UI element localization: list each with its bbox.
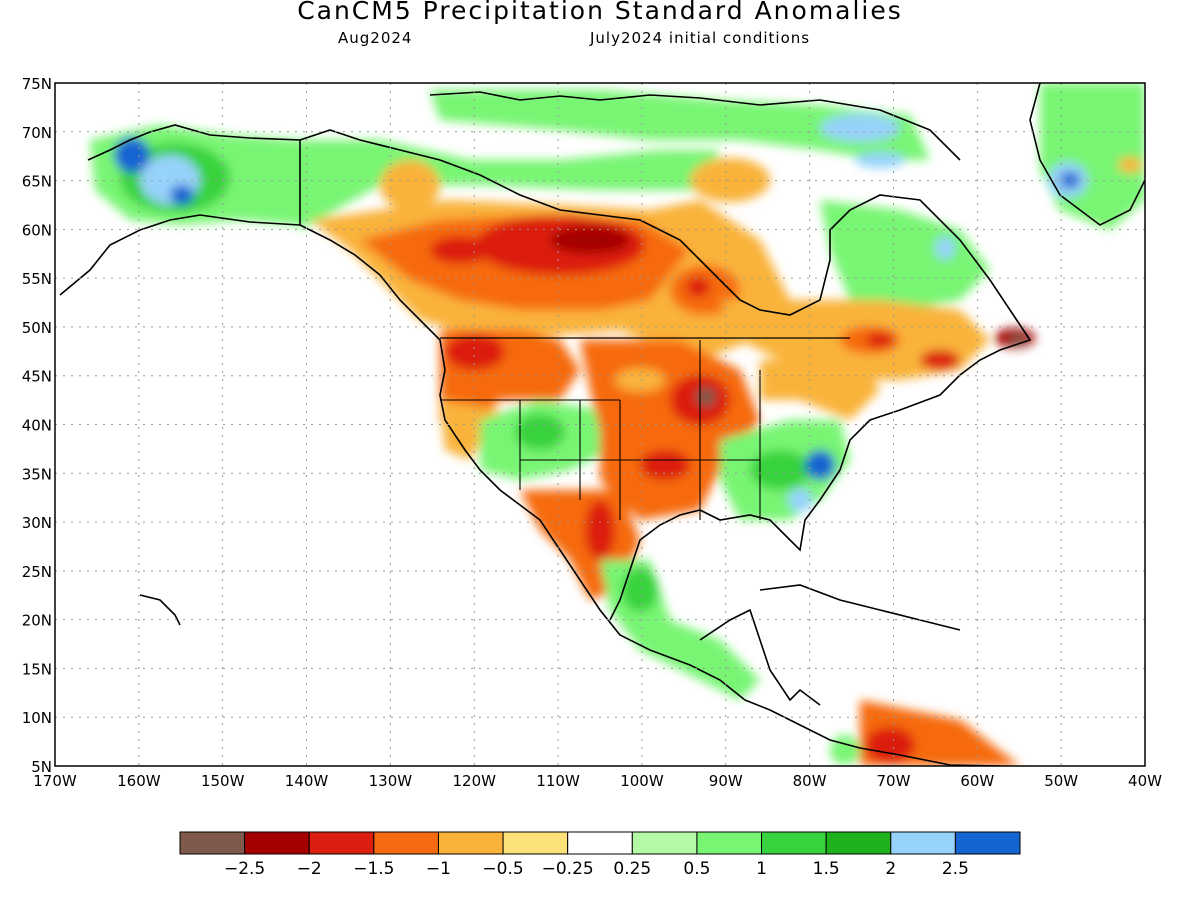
colorbar-swatch [179, 831, 246, 855]
y-tick-label: 20N [22, 612, 52, 630]
y-tick-label: 25N [22, 563, 52, 581]
page-title: CanCM5 Precipitation Standard Anomalies [297, 0, 903, 25]
colorbar-swatch [954, 831, 1021, 855]
y-axis-labels: 75N 70N 65N 60N 55N 50N 45N 40N 35N 30N 25N 20N 15N 1… [22, 75, 52, 776]
x-tick-label: 100W [620, 772, 664, 790]
colorbar-label: 1.5 [813, 859, 840, 879]
anomaly-field [90, 83, 1145, 766]
x-tick-label: 120W [452, 772, 496, 790]
colorbar-swatch [308, 831, 375, 855]
colorbar-label: 0.25 [613, 859, 651, 879]
colorbar-swatch [696, 831, 763, 855]
colorbar: −2.5 −2 −1.5 −1 −0.5 −0.25 0.25 0.5 1 1.5 2 2.5 [179, 831, 1021, 879]
x-tick-label: 150W [201, 772, 245, 790]
colorbar-swatch [825, 831, 892, 855]
y-tick-label: 70N [22, 124, 52, 142]
colorbar-label: −1.5 [353, 859, 394, 879]
y-tick-label: 75N [22, 75, 52, 93]
colorbar-swatch [761, 831, 827, 855]
coastlines [59, 83, 1145, 766]
colorbar-swatch [567, 831, 633, 855]
colorbar-label: 1 [756, 859, 767, 879]
colorbar-swatch [890, 831, 956, 855]
colorbar-label: 0.5 [683, 859, 710, 879]
init-conditions: July2024 initial conditions [590, 29, 811, 47]
x-tick-label: 70W [877, 772, 911, 790]
y-tick-label: 55N [22, 270, 52, 288]
colorbar-swatch [502, 831, 569, 855]
x-tick-label: 40W [1128, 772, 1162, 790]
valid-period: Aug2024 [338, 29, 413, 47]
colorbar-label: −0.25 [542, 859, 594, 879]
y-tick-label: 35N [22, 465, 52, 483]
y-tick-label: 40N [22, 417, 52, 435]
colorbar-label: −1 [426, 859, 451, 879]
x-tick-label: 130W [369, 772, 413, 790]
colorbar-label: −2.5 [224, 859, 265, 879]
colorbar-label: −0.5 [482, 859, 523, 879]
graticule [55, 83, 1145, 766]
x-tick-label: 80W [793, 772, 827, 790]
colorbar-label: 2 [885, 859, 896, 879]
y-tick-label: 5N [31, 758, 52, 776]
colorbar-label: 2.5 [942, 859, 969, 879]
colorbar-swatch [244, 831, 310, 855]
x-tick-label: 110W [536, 772, 580, 790]
y-tick-label: 60N [22, 221, 52, 239]
y-tick-label: 15N [22, 660, 52, 678]
x-tick-label: 60W [960, 772, 994, 790]
colorbar-swatch [437, 831, 504, 855]
y-tick-label: 45N [22, 368, 52, 386]
x-tick-label: 140W [285, 772, 329, 790]
x-tick-label: 170W [33, 772, 77, 790]
y-tick-label: 10N [22, 709, 52, 727]
colorbar-swatch [373, 831, 439, 855]
x-tick-label: 90W [709, 772, 743, 790]
x-tick-label: 50W [1044, 772, 1078, 790]
map-frame [54, 82, 1146, 767]
colorbar-swatch [631, 831, 698, 855]
x-axis-labels: 170W 160W 150W 140W 130W 120W 110W 100W 90W 80W 70… [33, 772, 1162, 790]
y-tick-label: 50N [22, 319, 52, 337]
colorbar-label: −2 [297, 859, 322, 879]
y-tick-label: 30N [22, 514, 52, 532]
y-tick-label: 65N [22, 173, 52, 191]
x-tick-label: 160W [117, 772, 161, 790]
